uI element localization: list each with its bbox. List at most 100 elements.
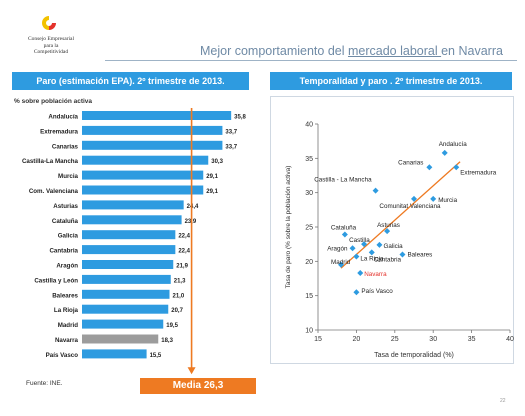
scatter-point	[353, 289, 360, 296]
scatter-point-label: Canarias	[398, 159, 423, 166]
bar-chart-heading: Paro (estimación EPA). 2º trimestre de 2…	[12, 72, 249, 90]
bar	[82, 170, 204, 180]
scatter-point	[361, 241, 368, 248]
bar-value-label: 35,8	[234, 115, 246, 121]
page-title-part-2: en Navarra	[441, 44, 503, 58]
scatter-point-label: País Vasco	[361, 288, 393, 295]
page-title: Mejor comportamiento del mercado laboral…	[200, 44, 503, 58]
bar-category-label: Asturias	[53, 203, 78, 210]
x-tick-label: 15	[314, 336, 322, 343]
page-title-underlined: mercado laboral	[347, 44, 442, 58]
scatter-point	[453, 164, 460, 171]
logo-line-2: para la	[43, 42, 59, 49]
bar-value-label: 20,7	[171, 308, 183, 314]
bar	[82, 111, 232, 120]
bar-value-label: 30,3	[211, 159, 223, 165]
scatter-point	[349, 245, 356, 252]
x-axis-title: Tasa de temporalidad (%)	[374, 352, 454, 359]
bar-category-label: Aragón	[56, 263, 78, 270]
scatter-point-label: Cantabria	[374, 256, 402, 263]
x-tick-label: 20	[353, 336, 361, 343]
y-tick-label: 35	[305, 156, 313, 163]
bar	[82, 349, 147, 359]
average-badge: Media 26,3	[140, 378, 256, 394]
logo-mark-icon	[42, 16, 56, 30]
bar	[82, 185, 204, 195]
x-tick-label: 40	[506, 336, 514, 343]
x-tick-label: 30	[429, 336, 437, 343]
bar-value-label: 23,9	[185, 219, 197, 225]
scatter-point	[384, 228, 391, 235]
y-axis-title: Tasa de paro (% sobre la población activ…	[285, 166, 292, 289]
y-tick-label: 40	[305, 122, 313, 129]
scatter-point	[368, 249, 375, 256]
bar	[82, 230, 176, 240]
page-number: 22	[500, 398, 506, 404]
bar-value-label: 18,3	[161, 338, 173, 344]
bar-category-label: La Rioja	[54, 307, 79, 314]
logo-line-3: Competitividad	[33, 49, 69, 55]
unemployment-bar-chart: Andalucía 35,8 Extremadura 33,7 Canarias 33,7…	[22, 108, 247, 375]
bar-category-label: Andalucía	[48, 114, 78, 121]
bar-category-label: Canarias	[52, 143, 79, 150]
source-note: Fuente: INE.	[26, 380, 63, 387]
y-tick-label: 10	[305, 328, 313, 335]
scatter-point-label: Castilla - La Mancha	[314, 177, 372, 184]
bar-chart-unit-label: % sobre población activa	[14, 98, 93, 105]
scatter-point	[376, 241, 383, 248]
scatter-point	[399, 251, 406, 258]
scatter-chart-frame	[270, 96, 514, 364]
scatter-point	[357, 270, 364, 277]
bar-category-label: Madrid	[58, 322, 79, 329]
scatter-point-label: Galicia	[383, 243, 403, 250]
bar-category-label: Baleares	[52, 292, 78, 299]
bar-value-label: 21,3	[174, 278, 186, 284]
average-arrow-icon	[187, 367, 196, 375]
page-title-part-1: Mejor comportamiento del	[200, 44, 348, 58]
x-tick-label: 25	[391, 336, 399, 343]
scatter-point-label: Cataluña	[331, 225, 357, 232]
scatter-point-label: Extremadura	[460, 169, 497, 176]
title-divider	[105, 60, 517, 61]
scatter-point	[426, 164, 433, 171]
scatter-point-label: Navarra	[364, 271, 387, 278]
scatter-chart-heading: Temporalidad y paro . 2º trimestre de 20…	[270, 72, 512, 90]
bar-value-label: 22,4	[178, 249, 190, 255]
scatter-point	[372, 187, 379, 194]
scatter-point-label: La Rioja	[360, 256, 384, 263]
bar-value-label: 21,0	[173, 293, 185, 299]
bar-value-label: 33,7	[225, 144, 237, 150]
scatter-point-label: Madrid	[331, 259, 351, 266]
bar	[82, 304, 169, 314]
x-tick-label: 35	[468, 336, 476, 343]
scatter-point	[441, 149, 448, 156]
bar	[82, 215, 182, 225]
y-tick-label: 30	[305, 190, 313, 197]
bar-category-label: Com. Valenciana	[29, 188, 79, 195]
bar	[82, 125, 223, 135]
bar	[82, 289, 170, 299]
bar-value-label: 19,5	[166, 323, 178, 329]
bar-category-label: Extremadura	[40, 128, 78, 135]
y-tick-label: 25	[305, 225, 313, 232]
scatter-point	[341, 231, 348, 238]
bar-value-label: 15,5	[150, 353, 162, 359]
bar-category-label: Murcia	[58, 173, 79, 180]
scatter-point-label: Andalucía	[439, 141, 468, 148]
bar-value-label: 33,7	[225, 129, 237, 135]
logo-text: Consejo Empresarial para la Competitivid…	[12, 36, 90, 56]
bar-value-label: 29,1	[206, 174, 218, 180]
scatter-point-label: Aragón	[327, 245, 348, 252]
logo-line-1: Consejo Empresarial	[28, 36, 74, 42]
bar	[82, 260, 174, 269]
scatter-point	[338, 261, 345, 268]
bar-category-label: Navarra	[55, 337, 79, 344]
bar-value-label: 29,1	[206, 189, 218, 195]
scatter-point-label: Castilla	[349, 237, 370, 244]
bar-value-label: 24,4	[187, 204, 199, 210]
scatter-point-label: Comunitat Valenciana	[379, 203, 441, 210]
bar-value-label: 21,9	[176, 264, 188, 270]
bar-category-label: Cantabria	[49, 248, 78, 255]
scatter-point-label: Murcia	[438, 197, 457, 204]
